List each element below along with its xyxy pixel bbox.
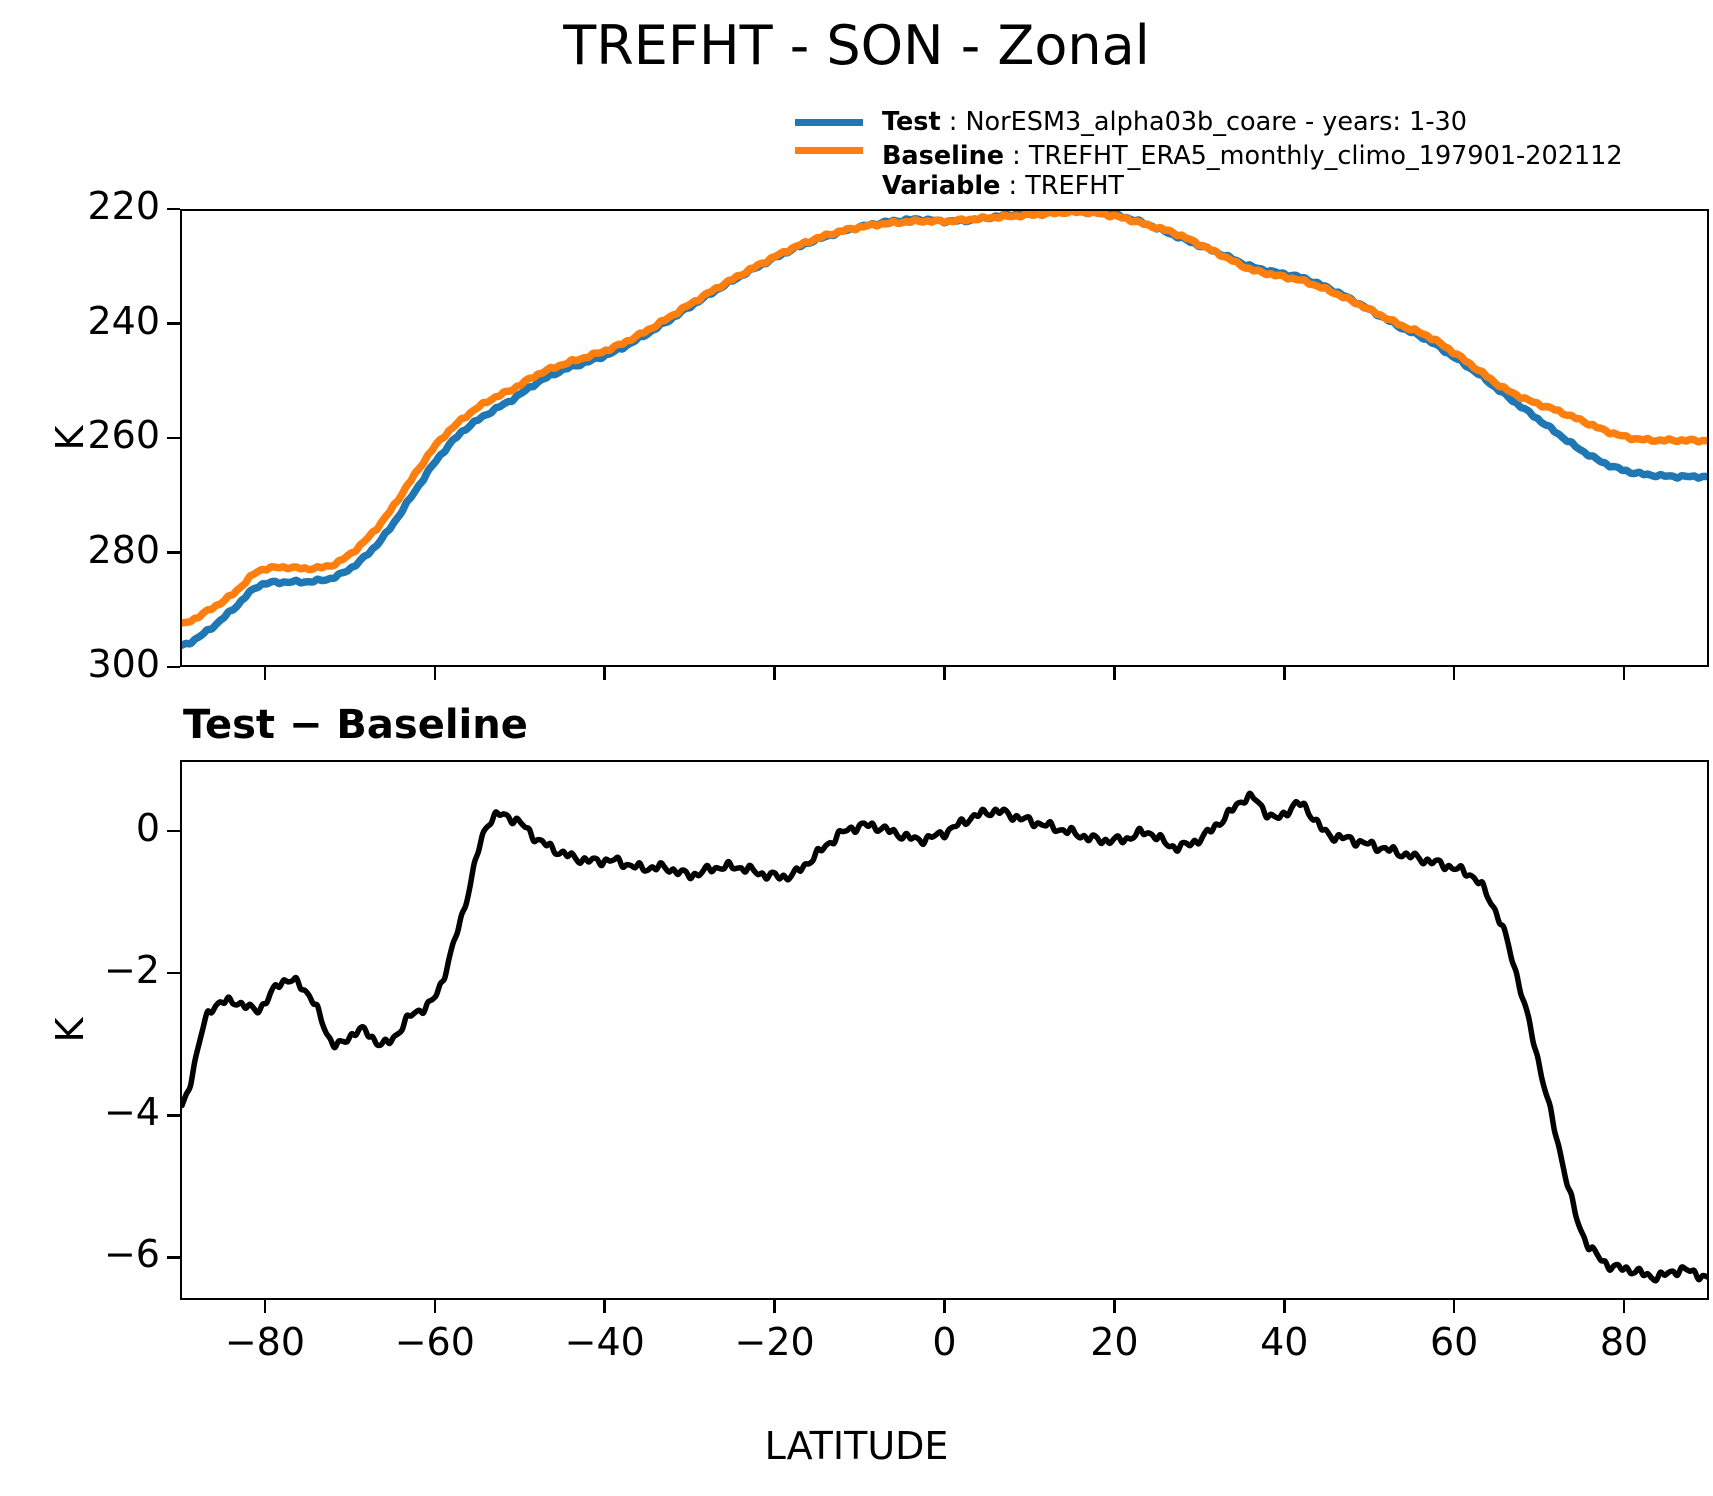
x-tick-label: −60 <box>394 1320 475 1364</box>
y-axis-label-top: K <box>48 425 92 451</box>
x-tick-mark-bottom <box>1622 1300 1626 1313</box>
legend-text-test: Test : NorESM3_alpha03b_coare - years: 1… <box>882 109 1467 136</box>
difference-panel-title: Test − Baseline <box>183 702 528 748</box>
legend-item-baseline <box>795 147 882 154</box>
legend-swatch-test <box>795 118 863 126</box>
page-title: TREFHT - SON - Zonal <box>563 14 1150 77</box>
legend-key-baseline: Baseline <box>882 141 1005 171</box>
legend-value-variable: TREFHT <box>1025 170 1125 201</box>
x-tick-label: 20 <box>1090 1320 1139 1364</box>
x-tick-mark-top <box>1282 667 1286 680</box>
x-tick-mark-top <box>603 667 607 680</box>
x-tick-mark-bottom <box>1113 1300 1116 1313</box>
legend-sep-variable: : <box>1000 170 1026 201</box>
x-tick-mark-top <box>1452 667 1456 680</box>
y-tick-mark-bottom <box>167 1113 180 1117</box>
difference-line <box>182 762 1707 1298</box>
y-tick-label-bottom: −6 <box>103 1232 160 1277</box>
y-tick-mark-top <box>167 322 180 325</box>
legend-key-variable: Variable <box>882 170 1001 201</box>
y-tick-label-bottom: −2 <box>103 948 160 993</box>
y-tick-label-bottom: 0 <box>135 806 160 851</box>
series-line-baseline <box>182 211 1707 623</box>
legend-value-baseline: TREFHT_ERA5_monthly_climo_197901-202112 <box>1028 141 1623 171</box>
x-tick-mark-top <box>1622 667 1626 680</box>
legend-text-variable: Variable : TREFHT <box>882 170 1623 201</box>
x-tick-mark-bottom <box>773 1300 776 1313</box>
legend-swatch-baseline <box>795 147 863 154</box>
x-tick-mark-top <box>433 667 437 680</box>
legend-item-test: Test : NorESM3_alpha03b_coare - years: 1… <box>795 109 1467 136</box>
y-axis-label-bottom: K <box>48 1017 92 1043</box>
legend-sep-baseline: : <box>1004 141 1029 171</box>
y-tick-label-bottom: −4 <box>103 1090 160 1135</box>
x-tick-label: 0 <box>932 1320 957 1364</box>
legend-key-test: Test <box>882 107 941 137</box>
x-tick-label: 80 <box>1599 1320 1649 1364</box>
legend-value-test: NorESM3_alpha03b_coare - years: 1-30 <box>965 107 1468 137</box>
x-axis-label: LATITUDE <box>764 1424 949 1468</box>
x-tick-mark-top <box>1113 667 1116 680</box>
y-tick-label-top: 260 <box>87 413 160 457</box>
y-tick-label-top: 240 <box>87 298 160 343</box>
y-tick-label-top: 220 <box>87 184 160 228</box>
zonal-mean-lines <box>182 211 1707 665</box>
x-tick-mark-bottom <box>603 1300 607 1313</box>
x-tick-label: 60 <box>1429 1320 1479 1364</box>
zonal-mean-plot-area <box>180 209 1709 667</box>
series-line-test-baseline <box>182 793 1707 1281</box>
y-tick-mark-top <box>167 436 180 440</box>
x-tick-label: −80 <box>224 1320 306 1364</box>
x-tick-mark-bottom <box>1282 1300 1286 1313</box>
y-tick-mark-top <box>167 551 180 554</box>
series-line-test <box>182 211 1707 645</box>
x-tick-mark-bottom <box>433 1300 437 1313</box>
legend-text-baseline: Baseline : TREFHT_ERA5_monthly_climo_197… <box>882 143 1623 170</box>
y-tick-mark-bottom <box>167 1256 180 1259</box>
legend: Test : NorESM3_alpha03b_coare - years: 1… <box>795 103 1713 199</box>
x-tick-mark-bottom <box>1452 1300 1456 1313</box>
x-tick-mark-bottom <box>943 1300 946 1313</box>
difference-plot-area <box>180 760 1709 1300</box>
y-tick-mark-top <box>167 207 180 211</box>
x-tick-label: 40 <box>1260 1320 1309 1364</box>
legend-sep-test: : <box>940 107 966 137</box>
x-tick-mark-bottom <box>263 1300 267 1313</box>
y-tick-label-top: 300 <box>87 642 160 686</box>
x-tick-label: −40 <box>564 1320 645 1364</box>
x-tick-label: −20 <box>734 1320 815 1364</box>
y-tick-mark-bottom <box>167 971 180 975</box>
legend-text-block: Baseline : TREFHT_ERA5_monthly_climo_197… <box>882 143 1623 200</box>
y-tick-label-top: 280 <box>87 527 160 572</box>
y-tick-mark-bottom <box>167 829 180 833</box>
x-tick-mark-top <box>773 667 776 680</box>
y-tick-mark-top <box>167 665 180 669</box>
x-tick-mark-top <box>943 667 946 680</box>
x-tick-mark-top <box>263 667 267 680</box>
